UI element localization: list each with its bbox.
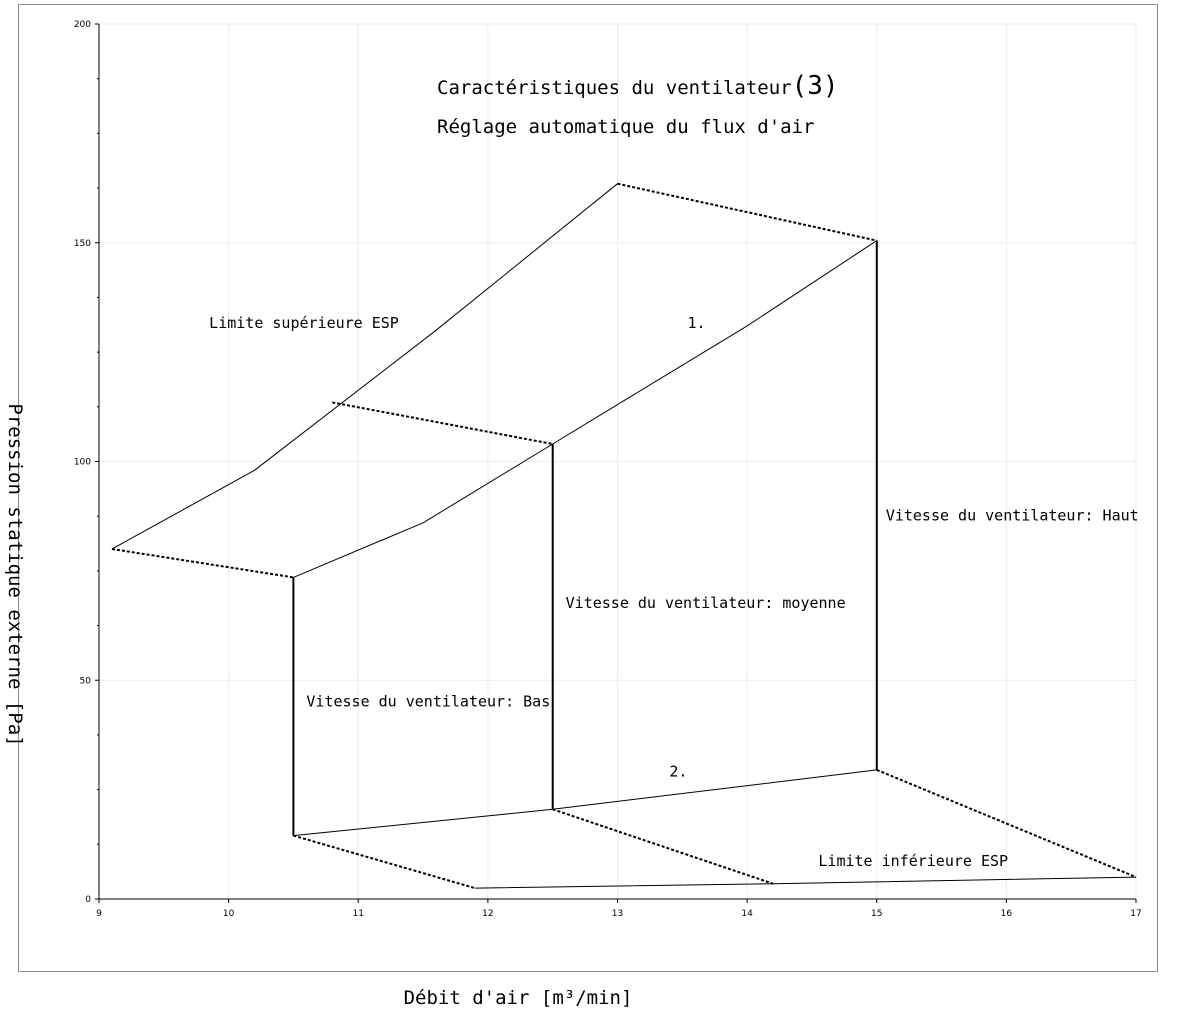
x-tick-label: 10 <box>223 909 235 919</box>
x-tick-label: 17 <box>1130 909 1141 919</box>
series-fan-lower <box>293 769 877 837</box>
chart-title: Caractéristiques du ventilateur(3) <box>437 71 839 101</box>
series-connector-bottom-3 <box>876 768 1137 879</box>
chart-subtitle: Réglage automatique du flux d'air <box>437 116 815 138</box>
y-tick-label: 200 <box>74 20 91 30</box>
series-connector-top-1 <box>111 548 294 579</box>
label-esp-upper: Limite supérieure ESP <box>209 314 399 332</box>
x-tick-label: 11 <box>353 909 364 919</box>
axes <box>95 23 1137 903</box>
series-esp-lower <box>474 876 1137 889</box>
label-esp-lower: Limite inférieure ESP <box>818 852 1008 870</box>
x-axis-label: Débit d'air [m³/min] <box>404 987 633 1009</box>
tick-labels: 9 10 11 12 13 14 15 16 17 0 50 100 150 200 <box>74 20 1142 919</box>
chart-frame <box>18 4 1158 972</box>
series-esp-upper <box>111 183 618 550</box>
x-tick-label: 13 <box>612 909 623 919</box>
y-tick-label: 0 <box>85 895 91 905</box>
x-tick-label: 15 <box>871 909 882 919</box>
annotations: Limite supérieure ESP 1. Vitesse du ventil… <box>209 314 1139 870</box>
series-connector-bottom-2 <box>552 808 774 885</box>
y-tick-label: 50 <box>80 676 92 686</box>
series-lines <box>111 182 1137 890</box>
x-tick-label: 9 <box>96 909 102 919</box>
series-fan-upper <box>293 240 878 578</box>
label-speed-mid: Vitesse du ventilateur: moyenne <box>566 594 846 612</box>
series-connector-bottom-1 <box>293 834 476 890</box>
x-tick-label: 12 <box>482 909 493 919</box>
x-tick-label: 14 <box>741 909 753 919</box>
label-region-1: 1. <box>687 314 705 332</box>
label-speed-high: Vitesse du ventilateur: Haut <box>886 507 1139 525</box>
y-tick-label: 150 <box>74 239 91 249</box>
gridlines <box>99 23 1137 899</box>
y-axis-label: Pression statique externe [Pa] <box>4 403 26 746</box>
series-connector-top-3 <box>617 182 878 242</box>
label-speed-low: Vitesse du ventilateur: Bas <box>306 693 550 711</box>
label-region-2: 2. <box>669 763 687 781</box>
y-tick-label: 100 <box>74 458 91 468</box>
series-connector-top-2 <box>332 401 553 445</box>
x-tick-label: 16 <box>1001 909 1013 919</box>
